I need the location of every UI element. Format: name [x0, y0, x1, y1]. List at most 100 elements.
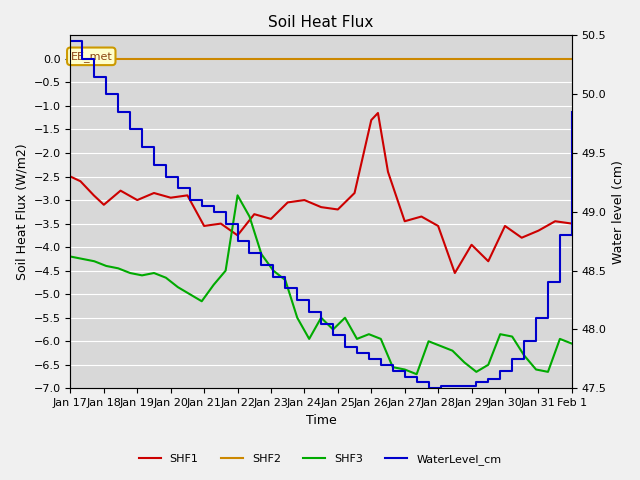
WaterLevel_cm	[67, 38, 74, 44]
SHF3	[568, 341, 576, 347]
SHF1	[374, 110, 382, 116]
WaterLevel_cm	[234, 239, 241, 244]
SHF3	[472, 369, 480, 375]
Y-axis label: Soil Heat Flux (W/m2): Soil Heat Flux (W/m2)	[15, 144, 28, 280]
SHF1	[301, 197, 308, 203]
WaterLevel_cm	[484, 376, 492, 382]
SHF1	[484, 258, 492, 264]
SHF1	[167, 195, 175, 201]
WaterLevel_cm	[305, 309, 313, 315]
SHF1	[451, 270, 459, 276]
X-axis label: Time: Time	[306, 414, 337, 427]
WaterLevel_cm	[282, 286, 289, 291]
SHF1	[150, 190, 158, 196]
SHF1	[90, 192, 98, 198]
WaterLevel_cm	[90, 73, 98, 79]
WaterLevel_cm	[210, 209, 218, 215]
WaterLevel_cm	[317, 321, 325, 326]
SHF1	[133, 197, 141, 203]
SHF3	[377, 336, 385, 342]
WaterLevel_cm	[461, 383, 468, 389]
SHF1	[435, 223, 442, 229]
SHF3	[234, 192, 241, 198]
WaterLevel_cm	[257, 262, 265, 268]
WaterLevel_cm	[222, 221, 230, 227]
WaterLevel_cm	[401, 373, 408, 379]
WaterLevel_cm	[186, 197, 194, 203]
Line: SHF1: SHF1	[70, 113, 572, 273]
WaterLevel_cm	[246, 250, 253, 256]
SHF3	[138, 273, 146, 278]
SHF1	[534, 228, 542, 234]
SHF1	[334, 206, 342, 212]
SHF3	[162, 275, 170, 281]
SHF1	[100, 202, 108, 208]
SHF3	[520, 352, 528, 358]
SHF3	[508, 334, 516, 339]
SHF1	[77, 179, 84, 184]
SHF3	[282, 277, 289, 283]
WaterLevel_cm	[556, 232, 564, 238]
WaterLevel_cm	[341, 344, 349, 350]
SHF3	[497, 331, 504, 337]
SHF3	[186, 291, 194, 297]
WaterLevel_cm	[353, 350, 361, 356]
SHF1	[351, 190, 358, 196]
WaterLevel_cm	[436, 383, 444, 389]
SHF3	[305, 336, 313, 342]
SHF3	[317, 315, 325, 321]
SHF3	[449, 348, 456, 354]
SHF3	[222, 268, 230, 274]
SHF3	[365, 331, 372, 337]
WaterLevel_cm	[544, 279, 552, 285]
SHF3	[532, 367, 540, 372]
SHF3	[257, 252, 265, 257]
Line: WaterLevel_cm: WaterLevel_cm	[70, 41, 572, 388]
WaterLevel_cm	[174, 185, 182, 191]
WaterLevel_cm	[126, 127, 134, 132]
SHF3	[126, 270, 134, 276]
Title: Soil Heat Flux: Soil Heat Flux	[268, 15, 374, 30]
SHF3	[556, 336, 564, 342]
WaterLevel_cm	[497, 368, 504, 373]
SHF3	[67, 253, 74, 259]
WaterLevel_cm	[79, 56, 86, 62]
SHF1	[116, 188, 124, 193]
SHF3	[150, 270, 158, 276]
SHF3	[413, 372, 420, 377]
SHF1	[501, 223, 509, 229]
SHF1	[284, 200, 292, 205]
WaterLevel_cm	[329, 333, 337, 338]
SHF1	[200, 223, 208, 229]
WaterLevel_cm	[425, 385, 433, 391]
SHF3	[341, 315, 349, 321]
WaterLevel_cm	[365, 356, 372, 362]
SHF1	[184, 192, 191, 198]
SHF1	[384, 169, 392, 175]
SHF3	[436, 343, 444, 349]
WaterLevel_cm	[472, 380, 480, 385]
SHF1	[551, 218, 559, 224]
WaterLevel_cm	[138, 144, 146, 150]
WaterLevel_cm	[377, 362, 385, 368]
SHF1	[250, 211, 258, 217]
SHF3	[246, 214, 253, 219]
SHF3	[293, 315, 301, 321]
WaterLevel_cm	[508, 356, 516, 362]
SHF3	[269, 268, 277, 274]
Line: SHF3: SHF3	[70, 195, 572, 374]
WaterLevel_cm	[449, 383, 456, 389]
SHF1	[317, 204, 325, 210]
SHF3	[90, 258, 98, 264]
SHF3	[461, 360, 468, 365]
SHF3	[102, 263, 110, 269]
SHF1	[468, 242, 476, 248]
WaterLevel_cm	[413, 380, 420, 385]
WaterLevel_cm	[102, 91, 110, 97]
SHF3	[210, 282, 218, 288]
SHF3	[425, 338, 433, 344]
SHF3	[79, 256, 86, 262]
SHF1	[234, 232, 241, 238]
WaterLevel_cm	[162, 174, 170, 180]
WaterLevel_cm	[389, 368, 397, 373]
